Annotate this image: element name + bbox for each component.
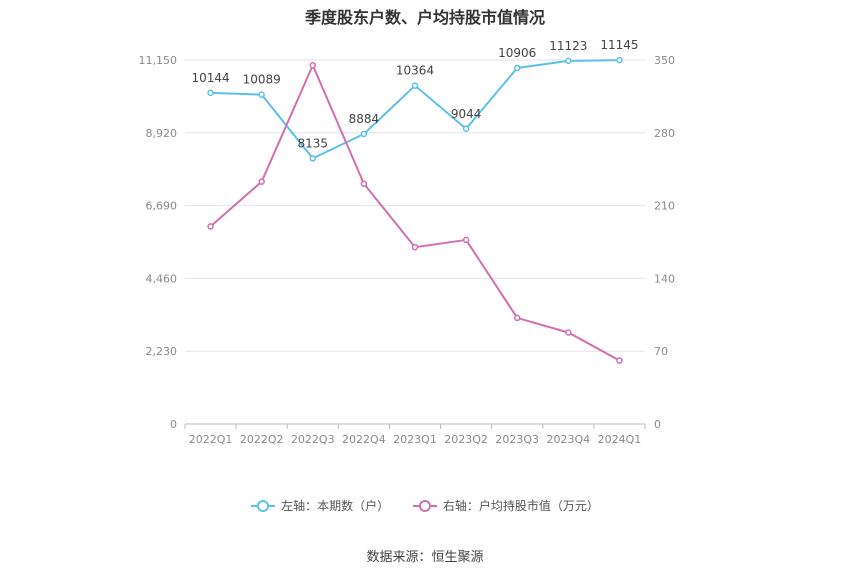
legend: 左轴：本期数（户） 右轴：户均持股市值（万元） bbox=[0, 497, 850, 515]
left-tick-label: 8,920 bbox=[146, 127, 178, 140]
data-point bbox=[309, 155, 317, 162]
data-label: 10364 bbox=[396, 64, 434, 78]
right-tick-label: 140 bbox=[654, 272, 675, 285]
x-axis: 2022Q1 2022Q2 2022Q3 2022Q4 2023Q1 2023Q2 2023… bbox=[184, 424, 646, 446]
data-label: 10144 bbox=[191, 71, 229, 85]
data-point bbox=[207, 89, 214, 97]
data-label: 9044 bbox=[451, 107, 482, 121]
left-tick-label: 2,230 bbox=[146, 345, 178, 358]
data-point bbox=[616, 56, 623, 64]
x-tick-label: 2023Q2 bbox=[444, 433, 488, 446]
data-point bbox=[411, 243, 419, 251]
data-point bbox=[462, 125, 470, 133]
left-tick-label: 6,690 bbox=[146, 200, 178, 213]
data-point bbox=[258, 91, 265, 98]
data-label: 10089 bbox=[243, 73, 281, 87]
data-point bbox=[207, 223, 214, 230]
data-label: 8135 bbox=[298, 136, 329, 150]
data-point bbox=[309, 61, 317, 69]
x-tick-label: 2022Q2 bbox=[240, 433, 284, 446]
left-tick-label: 11,150 bbox=[139, 54, 178, 67]
left-tick-label: 4,460 bbox=[146, 272, 178, 285]
data-point bbox=[565, 57, 572, 65]
data-point bbox=[565, 329, 572, 336]
legend-left-marker-icon bbox=[251, 499, 276, 512]
data-point bbox=[462, 236, 470, 244]
data-point bbox=[616, 357, 623, 364]
legend-right-marker-icon bbox=[412, 499, 437, 512]
x-tick-label: 2024Q1 bbox=[598, 433, 642, 446]
data-point bbox=[513, 64, 521, 72]
source-note: 数据来源：恒生聚源 bbox=[366, 550, 484, 565]
right-tick-label: 210 bbox=[654, 200, 675, 213]
data-label: 11123 bbox=[549, 39, 587, 53]
right-tick-label: 0 bbox=[654, 418, 661, 431]
data-label: 8884 bbox=[349, 112, 380, 126]
right-tick-label: 70 bbox=[654, 345, 668, 358]
x-tick-label: 2023Q4 bbox=[547, 433, 591, 446]
data-point bbox=[513, 314, 521, 322]
legend-item-right[interactable]: 右轴：户均持股市值（万元） bbox=[412, 497, 599, 514]
gridlines bbox=[185, 59, 645, 425]
data-label: 11145 bbox=[600, 38, 638, 52]
data-point bbox=[360, 180, 368, 188]
right-tick-label: 280 bbox=[654, 127, 675, 140]
data-point bbox=[258, 178, 265, 185]
data-label: 10906 bbox=[498, 46, 536, 60]
data-point bbox=[360, 130, 368, 138]
x-tick-label: 2022Q3 bbox=[291, 433, 335, 446]
right-axis: 0 70 140 210 280 350 bbox=[654, 54, 675, 431]
legend-left-label: 左轴：本期数（户） bbox=[281, 499, 390, 513]
left-axis: 0 2,230 4,460 6,690 8,920 11,150 bbox=[139, 54, 178, 431]
x-tick-label: 2023Q1 bbox=[393, 433, 437, 446]
data-point bbox=[411, 82, 419, 89]
series-line-market-value bbox=[209, 62, 620, 362]
x-tick-label: 2022Q4 bbox=[342, 433, 386, 446]
x-tick-label: 2022Q1 bbox=[189, 433, 233, 446]
series-layer: 10144 10089 8135 8884 10364 9044 10906 11123 111… bbox=[191, 38, 639, 364]
chart-title: 季度股东户数、户均持股市值情况 bbox=[304, 8, 545, 27]
legend-item-left[interactable]: 左轴：本期数（户） bbox=[251, 497, 389, 514]
right-tick-label: 350 bbox=[654, 54, 675, 67]
x-tick-label: 2023Q3 bbox=[495, 433, 539, 446]
legend-right-label: 右轴：户均持股市值（万元） bbox=[442, 499, 599, 513]
left-tick-label: 0 bbox=[170, 418, 177, 431]
